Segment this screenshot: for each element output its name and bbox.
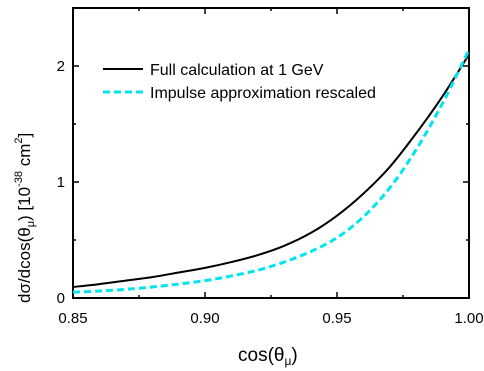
legend-label-impulse-approximation: Impulse approximation rescaled xyxy=(150,85,376,102)
x-tick-label: 1.00 xyxy=(454,310,483,327)
series-line-impulse-approximation xyxy=(72,49,471,294)
x-tick-label: 0.95 xyxy=(322,310,351,327)
legend-label-full-calculation: Full calculation at 1 GeV xyxy=(150,62,324,79)
series-line-full-calculation xyxy=(72,53,470,288)
y-tick-label: 0 xyxy=(57,290,65,307)
legend: Full calculation at 1 GeV Impulse approx… xyxy=(103,62,376,102)
y-tick-label: 2 xyxy=(57,58,65,75)
x-tick-label: 0.90 xyxy=(190,310,219,327)
y-axis-label: dσ/dcos(θμ) [10-38 cm2] xyxy=(13,133,37,303)
x-tick-label: 0.85 xyxy=(58,310,87,327)
plot-frame xyxy=(72,7,470,299)
x-axis-label: cos(θμ) xyxy=(238,345,298,368)
y-tick-label: 1 xyxy=(57,174,65,191)
